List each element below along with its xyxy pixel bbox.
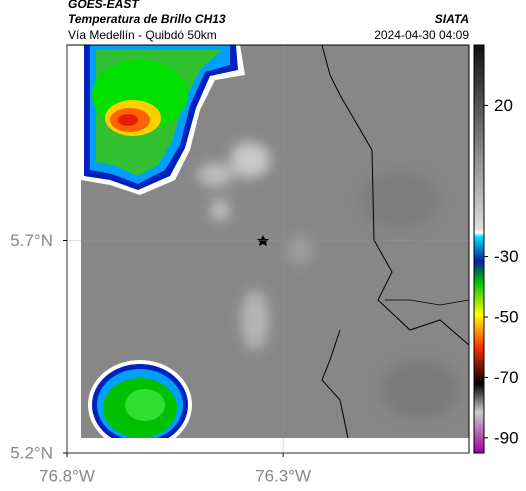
organization: SIATA	[435, 12, 469, 26]
colorbar-tick-label: -70	[494, 368, 519, 387]
timestamp: 2024-04-30 04:09	[374, 28, 469, 42]
colorbar	[473, 44, 485, 454]
satellite: GOES-EAST	[68, 0, 140, 11]
route: Vía Medellín - Quibdó 50km	[68, 28, 217, 42]
x-tick-label: 76.3°W	[255, 466, 311, 485]
product: Temperatura de Brillo CH13	[68, 12, 226, 26]
colorbar-tick-label: -30	[494, 247, 519, 266]
satellite-image	[81, 45, 469, 438]
y-tick-label: 5.7°N	[10, 231, 53, 250]
x-tick-label: 76.8°W	[39, 466, 95, 485]
colorbar-tick-label: 20	[494, 96, 513, 115]
colorbar-tick-label: -50	[494, 307, 519, 326]
colorbar-tick-label: -90	[494, 428, 519, 447]
y-tick-label: 5.2°N	[10, 443, 53, 462]
